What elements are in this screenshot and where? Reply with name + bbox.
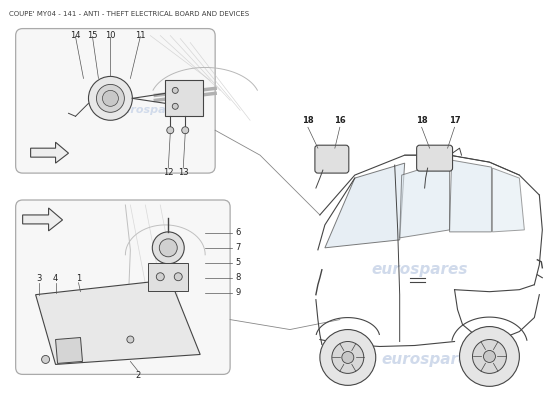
- FancyBboxPatch shape: [417, 145, 453, 171]
- FancyBboxPatch shape: [15, 28, 215, 173]
- Polygon shape: [56, 338, 82, 364]
- Text: 5: 5: [235, 258, 240, 267]
- Text: 18: 18: [416, 116, 427, 125]
- Polygon shape: [31, 142, 69, 163]
- Circle shape: [160, 239, 177, 257]
- Text: 12: 12: [163, 168, 173, 177]
- Bar: [166, 80, 203, 116]
- Circle shape: [156, 273, 164, 281]
- Circle shape: [152, 232, 184, 264]
- Polygon shape: [325, 163, 405, 248]
- Circle shape: [167, 127, 174, 134]
- Circle shape: [96, 84, 124, 112]
- Circle shape: [172, 87, 178, 93]
- Text: 10: 10: [105, 30, 115, 40]
- Polygon shape: [492, 168, 524, 232]
- Circle shape: [320, 330, 376, 385]
- Text: 6: 6: [235, 228, 240, 237]
- Text: 4: 4: [53, 274, 58, 283]
- FancyBboxPatch shape: [15, 200, 230, 374]
- Text: 16: 16: [334, 116, 346, 125]
- Text: eurospares: eurospares: [85, 305, 156, 315]
- Text: eurospares: eurospares: [371, 262, 468, 277]
- Circle shape: [342, 352, 354, 364]
- Text: eurospares: eurospares: [381, 352, 478, 367]
- Bar: [148, 263, 188, 291]
- Text: COUPE' MY04 - 141 - ANTI - THEFT ELECTRICAL BOARD AND DEVICES: COUPE' MY04 - 141 - ANTI - THEFT ELECTRI…: [9, 11, 249, 17]
- Text: 15: 15: [87, 30, 98, 40]
- Text: 18: 18: [302, 116, 314, 125]
- Circle shape: [472, 340, 507, 373]
- Circle shape: [332, 342, 364, 373]
- Polygon shape: [449, 160, 492, 232]
- Circle shape: [42, 356, 50, 364]
- Circle shape: [172, 103, 178, 109]
- Text: 1: 1: [76, 274, 81, 283]
- Text: 3: 3: [36, 274, 41, 283]
- Circle shape: [483, 350, 496, 362]
- Text: 11: 11: [135, 30, 146, 40]
- Circle shape: [182, 127, 189, 134]
- Text: eurospares: eurospares: [115, 105, 185, 115]
- Text: 2: 2: [136, 372, 141, 380]
- Circle shape: [460, 326, 519, 386]
- Text: 9: 9: [235, 288, 240, 297]
- Text: 17: 17: [449, 116, 460, 125]
- Polygon shape: [36, 280, 200, 364]
- Circle shape: [127, 336, 134, 343]
- Polygon shape: [400, 160, 449, 238]
- Text: 7: 7: [235, 243, 240, 252]
- FancyBboxPatch shape: [315, 145, 349, 173]
- Text: 13: 13: [178, 168, 189, 177]
- Text: 14: 14: [70, 30, 81, 40]
- Text: 8: 8: [235, 273, 240, 282]
- Circle shape: [174, 273, 182, 281]
- Circle shape: [102, 90, 118, 106]
- Polygon shape: [23, 208, 63, 231]
- Circle shape: [89, 76, 133, 120]
